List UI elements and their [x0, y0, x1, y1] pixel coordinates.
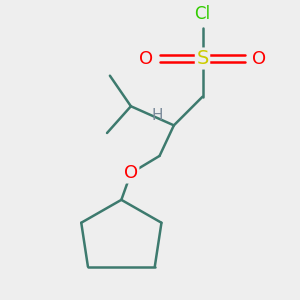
- Text: O: O: [139, 50, 153, 68]
- Text: S: S: [196, 49, 209, 68]
- Text: Cl: Cl: [194, 5, 211, 23]
- Text: H: H: [152, 108, 164, 123]
- Text: O: O: [124, 164, 138, 182]
- Text: O: O: [252, 50, 266, 68]
